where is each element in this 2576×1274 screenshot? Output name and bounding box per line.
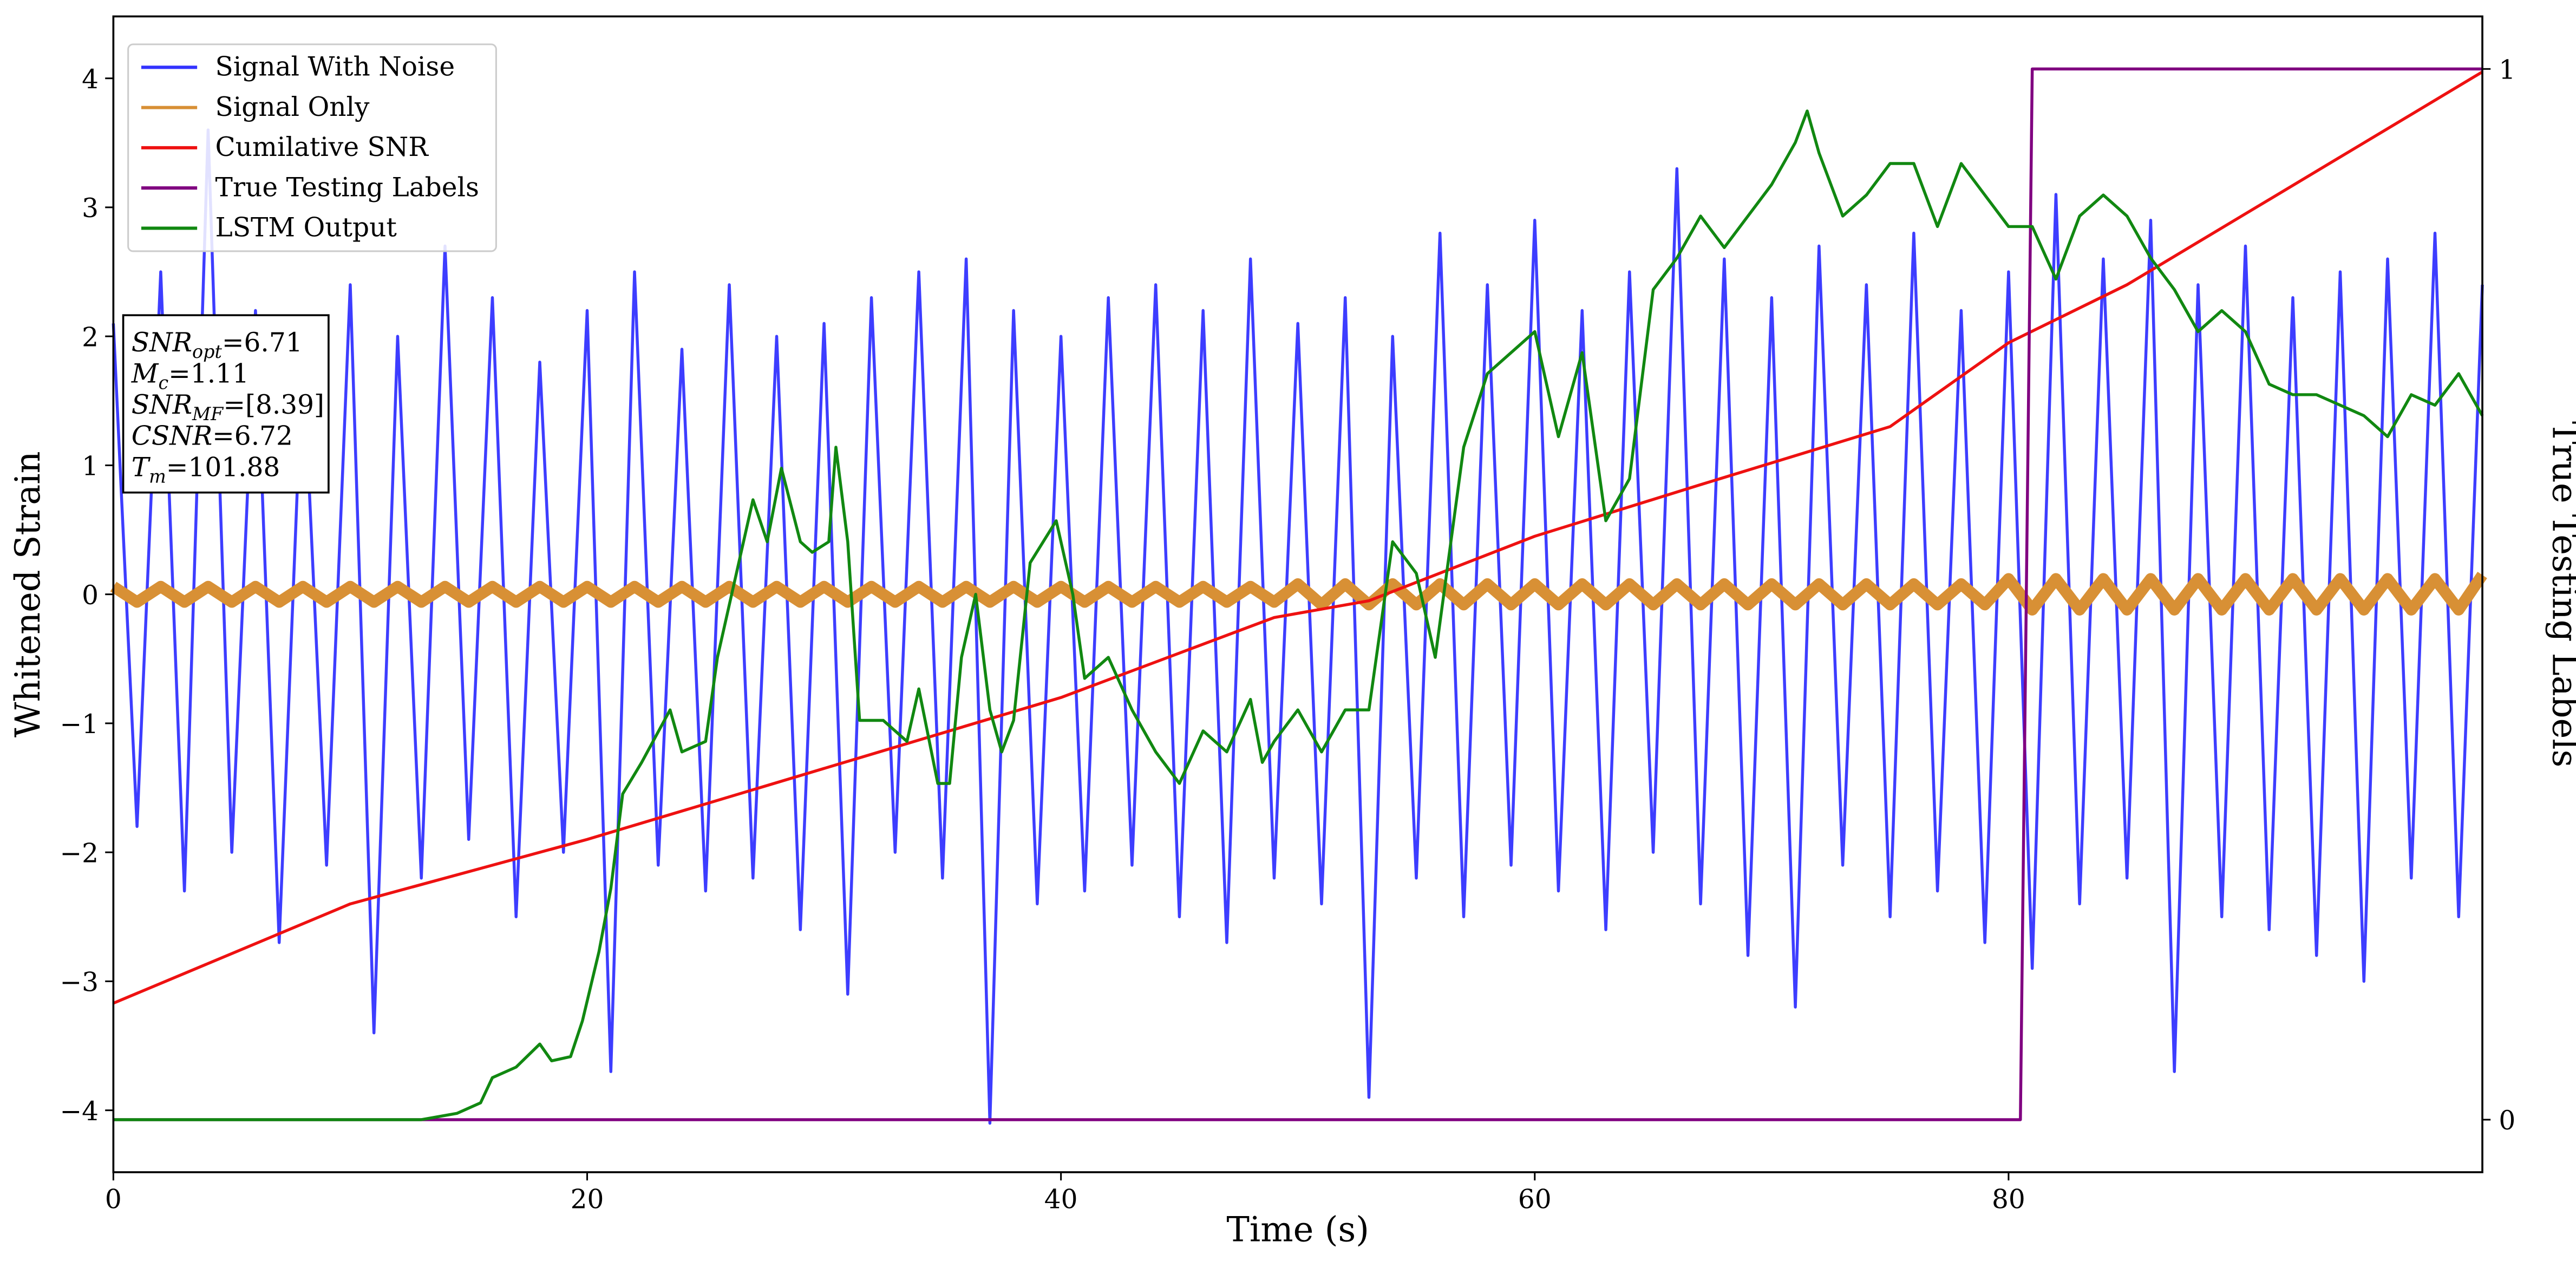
y2-tick-label: 0 [2499, 1106, 2515, 1136]
x-tick-label: 80 [1992, 1185, 2025, 1215]
series-line [113, 70, 2483, 1005]
annotation-text: =[8.39] [223, 390, 324, 420]
annotation-line: Mc=1.11 [131, 359, 249, 394]
y-tick-label: 4 [82, 64, 99, 95]
y-tick-label: −4 [60, 1096, 99, 1127]
y2-tick-label: 1 [2499, 55, 2515, 86]
annotation-line: SNRMF=[8.39] [132, 390, 324, 424]
annotation-text: =6.72 [212, 421, 293, 452]
x-tick-label: 60 [1518, 1185, 1552, 1215]
y2-axis-label: True Testing Labels [2545, 421, 2576, 767]
legend-label: Signal Only [215, 92, 370, 122]
annotation-line: SNRopt=6.71 [132, 328, 303, 362]
series-line [113, 67, 2483, 1121]
legend: Signal With Noise Signal Only Cumilative S… [127, 43, 497, 252]
annotation-symbol: T [132, 452, 151, 482]
series-line [112, 128, 2484, 1125]
annotation-box: SNRopt=6.71Mc=1.11SNRMF=[8.39]CSNR=6.72T… [122, 314, 330, 494]
series-line [113, 109, 2484, 1121]
legend-box [127, 43, 497, 252]
x-tick-label: 40 [1044, 1185, 1078, 1215]
annotation-symbol: M [131, 359, 159, 389]
legend-label: Cumilative SNR [215, 132, 429, 162]
x-axis-label: Time (s) [1226, 1210, 1369, 1250]
legend-label: LSTM Output [215, 213, 397, 243]
annotation-symbol: SNR [132, 328, 192, 358]
annotation-text: =101.88 [166, 452, 280, 482]
annotation-line: Tm=101.88 [132, 452, 280, 487]
annotation-line: CSNR=6.72 [132, 421, 293, 452]
y-tick-label: 3 [82, 193, 99, 224]
annotation-subscript: opt [192, 341, 222, 362]
y-tick-label: −2 [60, 838, 99, 868]
annotation-subscript: c [158, 373, 168, 394]
annotation-symbol: CSNR [132, 421, 212, 452]
legend-label: True Testing Labels [215, 172, 479, 202]
y-tick-label: 2 [82, 322, 99, 352]
y-tick-label: −3 [60, 968, 99, 998]
annotation-subscript: MF [192, 403, 224, 424]
annotation-subscript: m [149, 466, 166, 487]
x-tick-label: 20 [571, 1185, 604, 1215]
annotation-text: =6.71 [222, 328, 303, 358]
y-tick-label: 0 [82, 580, 99, 611]
plot-area [110, 67, 2487, 1125]
annotation-text: =1.11 [168, 359, 249, 389]
y-axis-label: Whitened Strain [8, 451, 48, 737]
y-tick-label: −1 [60, 709, 99, 740]
annotation-symbol: SNR [132, 390, 192, 420]
y-tick-label: 1 [82, 452, 99, 482]
annotation-frame [122, 314, 330, 494]
legend-label: Signal With Noise [215, 51, 455, 82]
series-line [110, 571, 2487, 616]
x-tick-label: 0 [105, 1185, 122, 1215]
